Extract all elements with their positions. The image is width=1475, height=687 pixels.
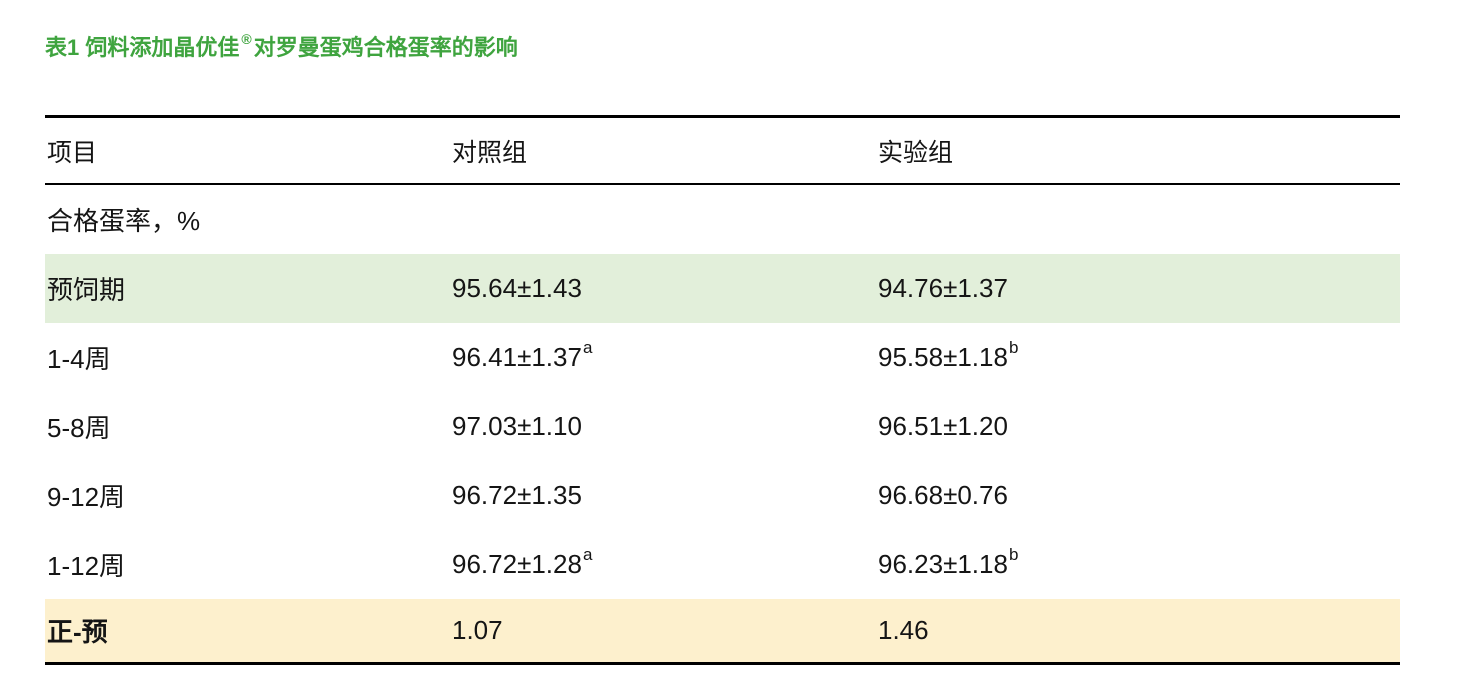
row-item-label: 1-12周 xyxy=(47,551,126,581)
cell-value: 1.46 xyxy=(878,615,929,645)
significance-superscript xyxy=(1008,476,1009,495)
significance-superscript xyxy=(1008,269,1009,288)
significance-superscript xyxy=(582,407,583,426)
significance-superscript xyxy=(452,200,453,219)
experiment-group-value xyxy=(876,204,1400,235)
experiment-group-value: 96.68±0.76 xyxy=(876,480,1400,511)
cell-value: 95.58±1.18 xyxy=(878,342,1008,372)
cell-value: 1.07 xyxy=(452,615,503,645)
experiment-group-value: 96.23±1.18b xyxy=(876,545,1400,580)
significance-superscript xyxy=(582,476,583,495)
significance-superscript xyxy=(929,611,930,630)
table-row-week-9-12: 9-12周 96.72±1.35 96.68±0.76 xyxy=(45,461,1400,530)
control-group-value: 96.41±1.37a xyxy=(450,338,876,373)
table-header-row: 项目 对照组 实验组 xyxy=(45,118,1400,185)
experiment-group-value: 96.51±1.20 xyxy=(876,411,1400,442)
cell-value: 96.72±1.35 xyxy=(452,480,582,510)
table-title: 表1 饲料添加晶优佳 ®对罗曼蛋鸡合格蛋率的影响 xyxy=(45,30,518,62)
cell-value: 97.03±1.10 xyxy=(452,411,582,441)
column-header-item: 项目 xyxy=(47,138,98,167)
significance-superscript xyxy=(1008,407,1009,426)
row-item-label: 1-4周 xyxy=(47,344,111,374)
control-group-value: 97.03±1.10 xyxy=(450,411,876,442)
significance-superscript xyxy=(878,200,879,219)
registered-trademark-icon: ® xyxy=(241,31,252,47)
control-group-value xyxy=(450,204,876,235)
significance-superscript xyxy=(582,269,583,288)
row-item-label: 正-预 xyxy=(47,617,108,647)
control-group-value: 95.64±1.43 xyxy=(450,273,876,304)
column-header-experiment-group: 实验组 xyxy=(878,138,954,167)
table-title-text-after: 对罗曼蛋鸡合格蛋率的影响 xyxy=(253,35,518,60)
cell-value: 96.23±1.18 xyxy=(878,549,1008,579)
data-table: 项目 对照组 实验组 合格蛋率，% 预饲期 95.64±1.43 94.76±1… xyxy=(45,115,1400,665)
control-group-value: 96.72±1.35 xyxy=(450,480,876,511)
column-header-control-group: 对照组 xyxy=(452,138,528,167)
cell-value: 96.68±0.76 xyxy=(878,480,1008,510)
table-row-section-qualified-egg-rate: 合格蛋率，% xyxy=(45,185,1400,254)
significance-superscript xyxy=(503,611,504,630)
cell-value: 94.76±1.37 xyxy=(878,273,1008,303)
row-item-label: 9-12周 xyxy=(47,482,126,512)
row-item-label: 合格蛋率，% xyxy=(47,206,201,236)
experiment-group-value: 94.76±1.37 xyxy=(876,273,1400,304)
significance-superscript: a xyxy=(582,338,593,357)
table-row-week-5-8: 5-8周 97.03±1.10 96.51±1.20 xyxy=(45,392,1400,461)
table-row-week-1-4: 1-4周 96.41±1.37a 95.58±1.18b xyxy=(45,323,1400,392)
cell-value: 96.41±1.37 xyxy=(452,342,582,372)
control-group-value: 1.07 xyxy=(450,615,876,646)
cell-value: 96.51±1.20 xyxy=(878,411,1008,441)
significance-superscript: b xyxy=(1008,545,1019,564)
row-item-label: 预饲期 xyxy=(47,275,126,305)
significance-superscript: a xyxy=(582,545,593,564)
significance-superscript: b xyxy=(1008,338,1019,357)
row-item-label: 5-8周 xyxy=(47,413,111,443)
table-title-text: 表1 饲料添加晶优佳 xyxy=(45,35,240,60)
control-group-value: 96.72±1.28a xyxy=(450,545,876,580)
cell-value: 96.72±1.28 xyxy=(452,549,582,579)
experiment-group-value: 95.58±1.18b xyxy=(876,338,1400,373)
cell-value: 95.64±1.43 xyxy=(452,273,582,303)
table-row-pre-feeding: 预饲期 95.64±1.43 94.76±1.37 xyxy=(45,254,1400,323)
table-row-zheng-minus-pre: 正-预 1.07 1.46 xyxy=(45,599,1400,662)
experiment-group-value: 1.46 xyxy=(876,615,1400,646)
table-row-week-1-12: 1-12周 96.72±1.28a 96.23±1.18b xyxy=(45,530,1400,599)
